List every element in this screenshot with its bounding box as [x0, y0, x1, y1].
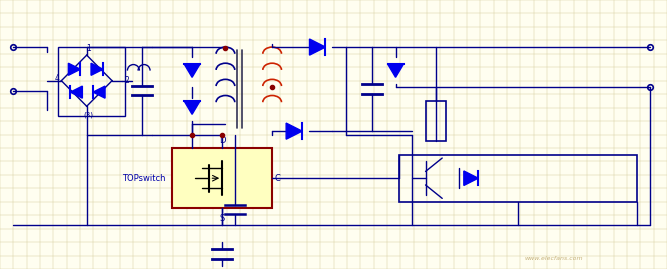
Bar [58, 47, 125, 116]
Polygon shape [93, 86, 105, 98]
Polygon shape [309, 39, 325, 55]
Bar [399, 155, 637, 202]
Text: www.elecfans.com: www.elecfans.com [524, 256, 583, 261]
Text: 2: 2 [124, 76, 129, 85]
Polygon shape [388, 64, 404, 77]
Polygon shape [91, 63, 103, 75]
Text: 4: 4 [55, 74, 59, 83]
Text: (3): (3) [84, 112, 93, 118]
Polygon shape [464, 171, 478, 186]
Polygon shape [286, 123, 302, 139]
Text: TOPswitch: TOPswitch [122, 174, 165, 183]
Polygon shape [71, 86, 82, 98]
Polygon shape [184, 101, 200, 114]
Text: S: S [219, 214, 225, 223]
Bar [426, 101, 446, 141]
Text: D: D [219, 136, 225, 145]
Text: C: C [275, 174, 281, 183]
Polygon shape [68, 63, 80, 75]
Polygon shape [184, 64, 200, 77]
Text: 1: 1 [86, 44, 91, 53]
Bar [172, 148, 272, 208]
